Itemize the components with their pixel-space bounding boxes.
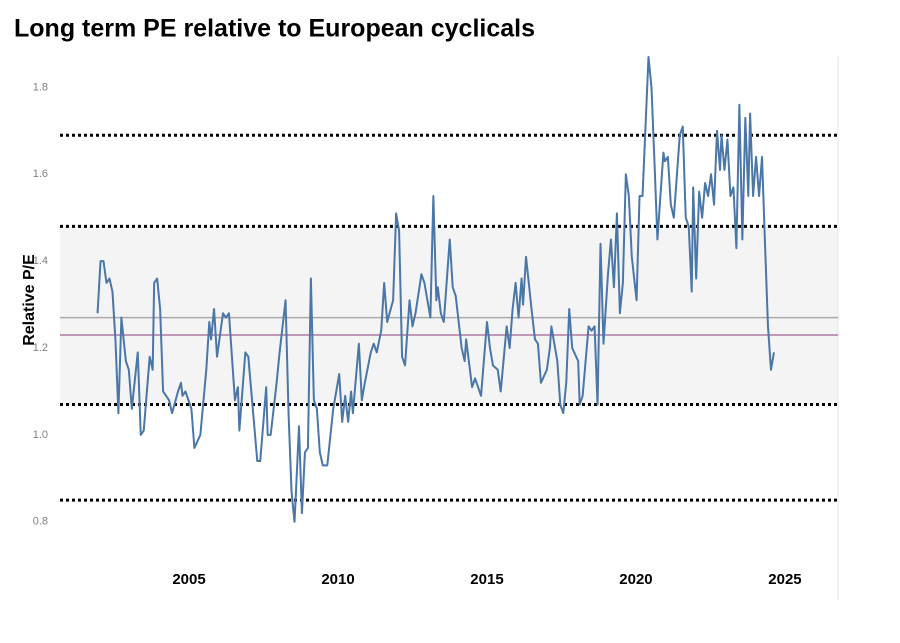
y-tick-label: 1.0 — [33, 429, 48, 441]
data-line — [96, 56, 775, 523]
y-tick-label: 1.8 — [33, 81, 48, 93]
y-axis-label: Relative P/E — [21, 254, 38, 346]
x-tick-label: 2020 — [619, 571, 652, 588]
y-tick-label: 1.2 — [33, 342, 48, 354]
y-tick-label: 0.8 — [33, 516, 48, 528]
y-tick-label: 1.6 — [33, 168, 48, 180]
chart-title: Long term PE relative to European cyclic… — [14, 15, 535, 43]
x-tick-label: 2015 — [470, 571, 503, 588]
x-tick-label: 2005 — [172, 571, 205, 588]
x-tick-label: 2010 — [321, 571, 354, 588]
y-tick-label: 1.4 — [33, 255, 48, 267]
x-tick-label: 2025 — [768, 571, 801, 588]
